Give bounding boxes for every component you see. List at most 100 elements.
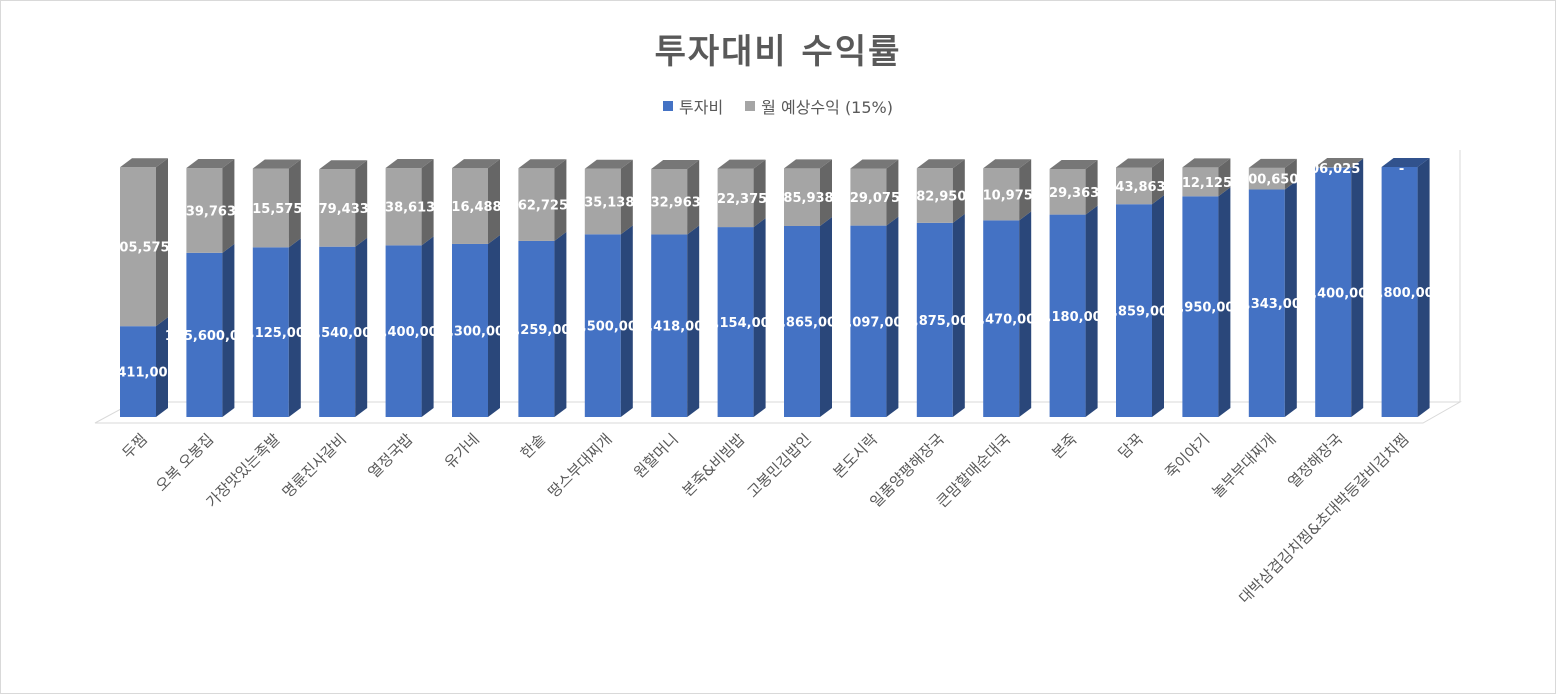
bar-top-15 (1049, 160, 1098, 170)
data-label-monthly-profit-1: 805,575 (110, 241, 169, 256)
bar-monthly-profit-19-front (1315, 166, 1352, 168)
bar-16 (1116, 158, 1164, 417)
bar-investment-2 (186, 243, 235, 417)
bar-top-2 (186, 159, 235, 169)
data-label-investment-16: 1,859,00 (1104, 305, 1168, 320)
bar-17 (1182, 158, 1231, 417)
bar-monthly-profit-18-front (1248, 167, 1285, 190)
bar-investment-5-side (421, 236, 434, 417)
bar-investment-18-front (1248, 189, 1285, 417)
bar-18 (1248, 158, 1297, 417)
bar-investment-9-front (651, 234, 688, 417)
legend-label-investment: 투자비 (679, 98, 724, 117)
bar-top-4 (319, 160, 368, 170)
bar-investment-12-side (886, 216, 899, 417)
bar-5 (385, 159, 434, 417)
bar-investment-8 (584, 225, 633, 417)
category-label-11: 고봉민김밥인 (744, 430, 815, 501)
legend-swatch-monthly-profit (745, 101, 756, 111)
bar-monthly-profit-2-front (186, 168, 223, 253)
bar-investment-9-side (687, 225, 700, 417)
category-label-5: 열정국밥 (365, 430, 417, 482)
bar-investment-8-front (584, 234, 621, 417)
data-label-investment-14: 1,470,00 (971, 313, 1035, 328)
bar-monthly-profit-16 (1116, 158, 1164, 205)
bar-monthly-profit-17 (1182, 158, 1231, 197)
data-label-investment-8: 7,500,00 (573, 320, 637, 335)
bar-investment-15 (1049, 205, 1098, 417)
bar-investment-14-front (983, 220, 1020, 417)
bar-13 (916, 159, 965, 417)
bar-monthly-profit-12-front (850, 168, 887, 226)
data-label-monthly-profit-3: 815,575 (243, 202, 302, 217)
bar-top-17 (1182, 158, 1231, 168)
data-label-investment-4: 3,540,00 (307, 326, 371, 341)
data-label-monthly-profit-20: - (1399, 162, 1404, 177)
bar-investment-16-front (1116, 204, 1152, 417)
category-label-18: 놀부부대찌개 (1208, 430, 1279, 501)
data-label-investment-6: 1,300,00 (440, 324, 504, 339)
data-label-investment-17: 1,950,00 (1170, 301, 1234, 316)
bar-monthly-profit-6 (452, 159, 500, 244)
data-label-monthly-profit-2: 139,763 (177, 204, 236, 219)
bar-monthly-profit-15-side (1085, 160, 1098, 215)
bar-top-16 (1116, 158, 1164, 168)
bar-monthly-profit-4 (319, 160, 368, 247)
bar-investment-4-front (319, 246, 356, 417)
bar-monthly-profit-5-side (421, 159, 434, 246)
bar-monthly-profit-5 (385, 159, 434, 246)
bar-monthly-profit-17-side (1218, 158, 1231, 197)
bar-top-18 (1248, 158, 1297, 168)
category-label-17: 죽이야기 (1161, 430, 1213, 482)
bar-monthly-profit-1 (120, 158, 168, 327)
bar-top-6 (452, 159, 500, 169)
bar-top-3 (252, 159, 301, 169)
bar-monthly-profit-14-side (1019, 159, 1032, 221)
legend-item-monthly-profit: 월 예상수익 (15%) (745, 94, 893, 118)
category-label-12: 본도시락 (829, 430, 881, 482)
bar-investment-3-side (288, 238, 301, 417)
data-label-monthly-profit-5: 738,613 (376, 201, 435, 216)
bar-19 (1315, 157, 1364, 417)
bar-top-9 (651, 159, 700, 169)
bar-investment-1 (120, 317, 168, 417)
data-label-monthly-profit-17: 612,125 (1173, 176, 1232, 191)
bar-monthly-profit-13-side (952, 159, 965, 223)
bar-monthly-profit-19-side (1351, 157, 1364, 168)
data-label-investment-20: 1,800,00 (1370, 286, 1434, 301)
bar-monthly-profit-11-front (784, 168, 820, 226)
bar-investment-7 (518, 231, 567, 417)
bar-monthly-profit-9-side (687, 159, 700, 235)
data-label-investment-5: 1,400,00 (374, 325, 438, 340)
data-label-investment-10: 2,154,00 (706, 316, 770, 331)
bar-15 (1049, 160, 1098, 417)
bar-top-1 (120, 158, 168, 168)
legend-swatch-investment (663, 101, 673, 111)
category-label-8: 땅스부대찌개 (544, 430, 615, 501)
data-label-monthly-profit-12: 729,075 (841, 191, 900, 206)
category-label-9: 원할머니 (630, 430, 682, 482)
bar-investment-5-front (385, 245, 422, 417)
bar-monthly-profit-8-side (620, 159, 633, 235)
bar-monthly-profit-15-front (1049, 169, 1086, 215)
data-label-monthly-profit-9: 132,963 (642, 196, 701, 211)
bar-investment-5 (385, 236, 434, 417)
chart-legend: 투자비 월 예상수익 (15%) (0, 94, 1556, 118)
bar-6 (452, 159, 500, 417)
bar-investment-4 (319, 237, 368, 417)
category-label-16: 담꾹 (1115, 430, 1147, 462)
bar-investment-3-front (252, 247, 289, 417)
bar-investment-10 (717, 218, 766, 417)
bar-investment-11 (784, 216, 832, 417)
bar-monthly-profit-11-side (820, 159, 832, 226)
bar-investment-6-side (488, 234, 500, 417)
bar-top-20 (1381, 158, 1430, 167)
bar-monthly-profit-4-front (319, 169, 356, 247)
data-label-investment-7: 1,259,00 (506, 323, 570, 338)
data-label-investment-13: 1,875,00 (905, 314, 969, 329)
data-label-investment-19: 1,400,00 (1303, 286, 1367, 301)
bar-investment-20-front (1381, 167, 1418, 417)
bar-monthly-profit-16-front (1116, 167, 1152, 205)
category-label-10: 본죽&비빔밥 (679, 430, 749, 500)
